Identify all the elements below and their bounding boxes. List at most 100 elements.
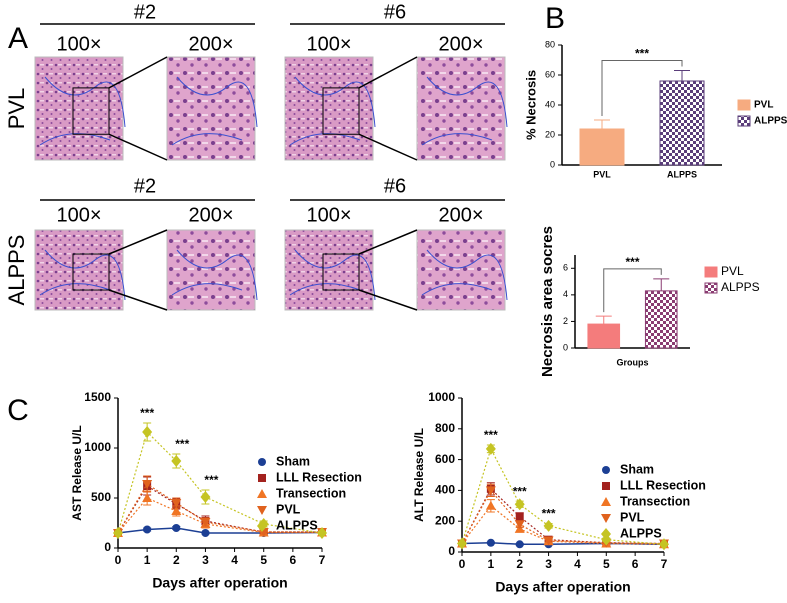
zoom-line [358,229,418,255]
bar [579,128,625,166]
histology-image [416,229,506,311]
series-line [117,430,323,534]
y-tick-label: 500 [91,490,111,504]
group-label: #6 [384,1,406,23]
marker [257,520,267,532]
marker [514,520,525,530]
bar [644,290,678,349]
mag-label: 100× [306,204,351,226]
legend-label: LLL Resection [620,478,706,492]
y-axis-title: % Necrosis [523,70,538,140]
x-tick-label: 7 [319,553,326,567]
zoom-box [72,253,110,291]
y-tick-label: 800 [435,421,455,435]
x-tick-label: 4 [574,557,581,571]
significance-bracket [601,60,683,116]
significance-label: *** [175,437,189,451]
x-tick-label: 1 [144,553,151,567]
series-line [461,489,665,545]
legend-label: Sham [276,454,310,468]
mag-label: 100× [56,204,101,226]
marker [486,538,495,547]
group-label: #2 [134,1,156,23]
mag-label: 200× [188,33,233,55]
marker [543,536,554,546]
x-tick-label: 3 [545,557,552,571]
error-bar [674,70,690,81]
y-tick-label: 60 [545,69,555,79]
marker [601,528,611,540]
x-tick-label: 4 [231,553,238,567]
marker [257,506,267,515]
legend-label: ALPPS [754,116,787,127]
histology-image [166,56,256,161]
error-bar [653,278,670,291]
legend-label: Transection [620,494,690,508]
significance-label: *** [140,406,154,420]
y-tick-label: 0 [448,544,455,558]
x-tick-label: 3 [202,553,209,567]
legend-label: PVL [276,502,301,516]
marker [201,529,210,537]
legend-label: LLL Resection [276,470,362,484]
marker [142,480,153,489]
x-tick-label: 1 [488,557,495,571]
legend-swatch [704,282,718,294]
legend-label: ALPPS [276,518,318,532]
series-line [117,483,322,534]
mag-label: 200× [438,33,483,55]
legend-label: PVL [620,510,645,524]
row-label: ALPPS [4,235,29,306]
marker [659,538,669,551]
vessel-outline [421,249,508,301]
zoom-line [358,289,418,311]
histology-image [34,229,124,311]
x-tick-label: ALPPS [667,169,697,179]
zoom-line [358,56,418,89]
marker [200,491,211,503]
legend-label: PVL [754,100,773,111]
x-tick-label: 0 [459,557,466,571]
marker [515,540,524,549]
marker [601,514,611,523]
y-tick-label: 40 [545,99,555,109]
x-tick-label: 2 [173,553,180,567]
histology-image [34,56,124,161]
x-tick-label: PVL [593,169,611,179]
x-tick-label: 7 [661,557,668,571]
y-tick-label: 2 [563,316,568,326]
legend-label: ALPPS [620,526,662,540]
y-tick-label: 4 [563,289,568,299]
histology-image [416,56,506,161]
y-tick-label: 1000 [84,440,111,454]
mag-label: 100× [306,33,351,55]
mag-label: 200× [188,204,233,226]
zoom-line [358,133,418,161]
y-axis-title: ALT Release U/L [412,428,426,522]
row-label: PVL [4,88,29,130]
legend-label: Transection [276,486,346,500]
significance-label: *** [484,428,498,442]
bar [659,80,705,166]
error-bar [595,315,612,325]
zoom-line [108,229,168,255]
panel-label: C [7,394,29,427]
panel-label: A [8,22,28,55]
y-axis-title: Necrosis area socres [539,226,556,377]
histology-image [166,229,256,311]
marker [171,455,182,467]
mag-label: 100× [56,33,101,55]
y-tick-label: 20 [545,129,555,139]
x-tick-label: 6 [290,553,297,567]
zoom-box [322,87,360,135]
marker [514,498,525,511]
x-tick-label: 5 [260,553,267,567]
marker [602,466,610,474]
legend-label: ALPPS [721,280,760,294]
marker [258,474,266,482]
marker [515,512,524,521]
series-line [117,497,322,534]
y-tick-label: 0 [563,342,568,352]
mag-label: 200× [438,204,483,226]
histology-image [284,229,374,311]
